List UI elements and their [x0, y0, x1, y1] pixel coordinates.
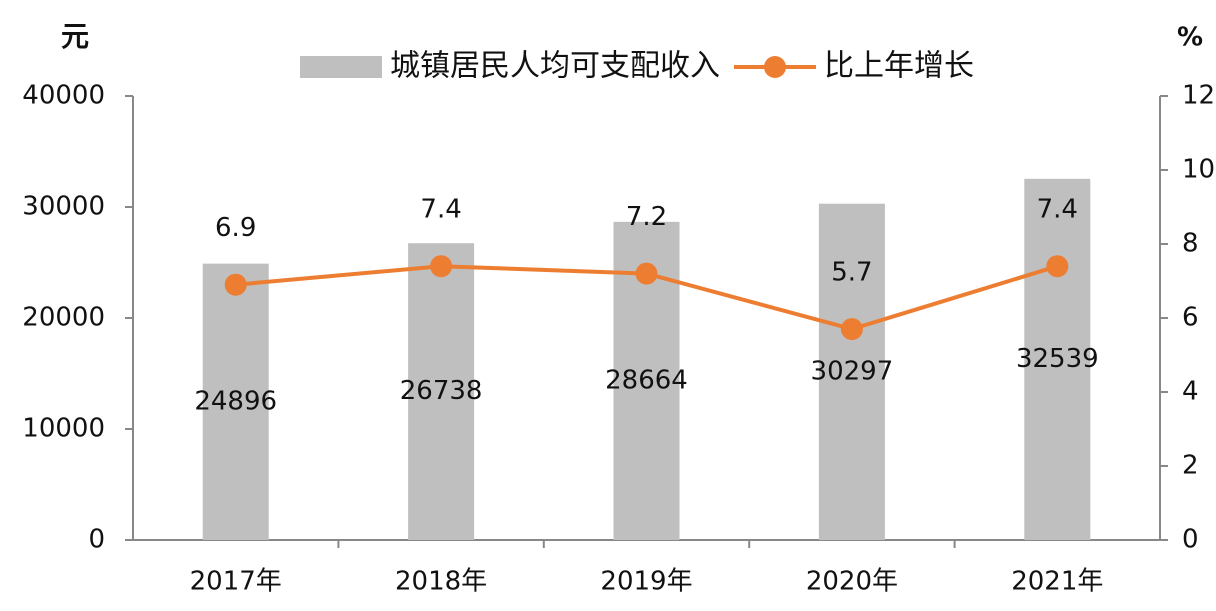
bar: [818, 203, 885, 540]
y2-tick-label: 4: [1182, 377, 1199, 407]
y2-unit: %: [1177, 23, 1203, 53]
legend-swatch: [300, 56, 382, 78]
y-tick-label: 40000: [22, 81, 105, 111]
y-tick-label: 10000: [22, 414, 105, 444]
line-point: [635, 262, 658, 285]
y2-tick-label: 12: [1182, 81, 1215, 111]
y2-tick-label: 8: [1182, 229, 1199, 259]
line-point: [840, 318, 863, 341]
line-value-label: 7.4: [420, 195, 461, 225]
x-tick-label: 2020年: [806, 567, 898, 597]
legend-swatch-point: [764, 56, 786, 78]
y-tick-label: 20000: [22, 303, 105, 333]
bar: [1024, 178, 1091, 541]
legend-label: 比上年增长: [824, 49, 974, 84]
bar-value-label: 24896: [194, 386, 277, 416]
line-point: [430, 255, 453, 278]
legend-label: 城镇居民人均可支配收入: [390, 49, 720, 84]
x-tick-label: 2017年: [190, 567, 282, 597]
line-value-label: 5.7: [831, 258, 872, 288]
y2-tick-label: 0: [1182, 525, 1199, 555]
y-tick-label: 30000: [22, 192, 105, 222]
y-unit: 元: [61, 20, 89, 53]
x-tick-label: 2021年: [1011, 567, 1103, 597]
line-value-label: 7.2: [626, 202, 667, 232]
y2-tick-label: 10: [1182, 155, 1215, 185]
x-tick-label: 2019年: [600, 567, 692, 597]
bar-value-label: 30297: [811, 356, 894, 386]
line-point: [224, 273, 247, 296]
bar-value-label: 26738: [400, 376, 483, 406]
bar-value-label: 32539: [1016, 344, 1099, 374]
bar-value-label: 28664: [605, 365, 688, 395]
line-value-label: 7.4: [1037, 195, 1078, 225]
bar: [408, 243, 475, 541]
y-tick-label: 0: [88, 525, 105, 555]
y2-tick-label: 6: [1182, 303, 1199, 333]
y2-tick-label: 2: [1182, 451, 1199, 481]
bar: [202, 263, 269, 540]
x-tick-label: 2018年: [395, 567, 487, 597]
line-point: [1046, 255, 1069, 278]
line-value-label: 6.9: [215, 213, 256, 243]
